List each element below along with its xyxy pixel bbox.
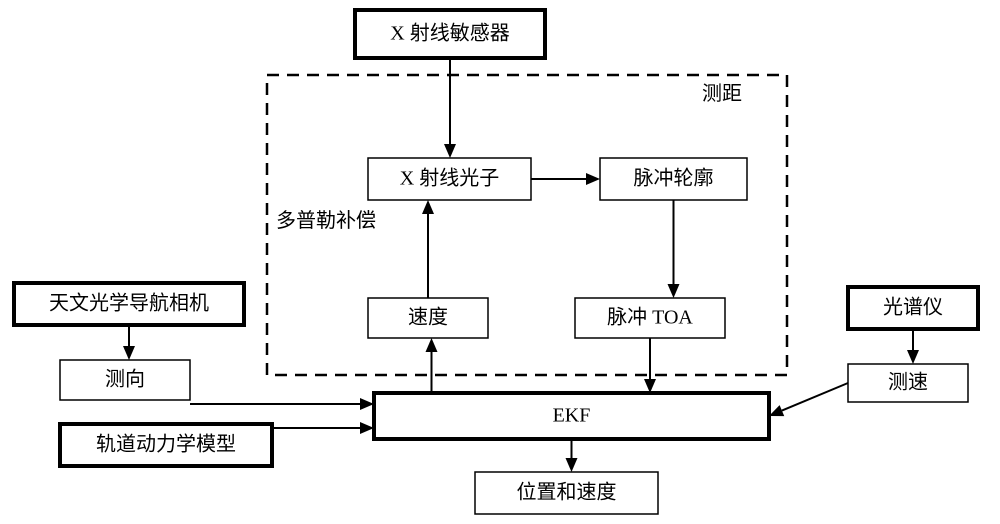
- pos_speed-node: 位置和速度: [475, 472, 658, 514]
- pulse_toa-label: 脉冲 TOA: [607, 306, 693, 329]
- pos_speed-label: 位置和速度: [517, 481, 617, 504]
- spectrometer-node: 光谱仪: [848, 287, 978, 329]
- xray_sensor-label: X 射线敏感器: [390, 22, 509, 45]
- spectrometer-label: 光谱仪: [883, 296, 943, 319]
- speed-label: 速度: [408, 306, 448, 329]
- speed-node: 速度: [368, 298, 488, 338]
- camera-label: 天文光学导航相机: [49, 292, 209, 315]
- doppler-label: 多普勒补偿: [276, 209, 376, 232]
- speed_meas-label: 测速: [888, 371, 928, 394]
- xray_sensor-node: X 射线敏感器: [355, 10, 545, 58]
- orbit_model-node: 轨道动力学模型: [60, 424, 272, 466]
- ekf-node: EKF: [374, 393, 769, 439]
- xray_photon-node: X 射线光子: [368, 158, 531, 200]
- xray_photon-label: X 射线光子: [400, 167, 499, 190]
- pulse_profile-label: 脉冲轮廓: [634, 167, 714, 190]
- direction-label: 测向: [105, 368, 145, 391]
- pulse_toa-node: 脉冲 TOA: [575, 298, 725, 338]
- orbit_model-label: 轨道动力学模型: [96, 433, 236, 456]
- speed_meas-node: 测速: [848, 364, 968, 402]
- pulse_profile-node: 脉冲轮廓: [600, 158, 747, 200]
- camera-node: 天文光学导航相机: [14, 283, 244, 325]
- direction-node: 测向: [60, 360, 190, 400]
- ranging-label: 测距: [702, 82, 742, 105]
- ekf-label: EKF: [553, 405, 591, 427]
